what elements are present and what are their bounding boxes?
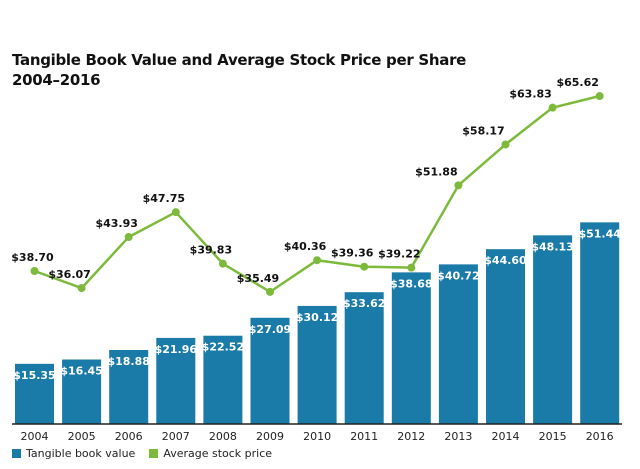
bar-2008 — [203, 335, 243, 424]
stock-label-2009: $35.49 — [237, 272, 279, 285]
stock-point-2004 — [30, 267, 39, 275]
bar-2009 — [250, 317, 290, 424]
stock-point-2006 — [124, 233, 133, 242]
stock-label-2013: $51.88 — [415, 165, 457, 178]
bar-label-2010: $30.12 — [296, 311, 338, 324]
x-tick-label-2011: 2011 — [350, 430, 378, 443]
legend-swatch-book-value — [12, 449, 21, 458]
legend: Tangible book value Average stock price — [12, 447, 286, 460]
x-axis: 2004 2005 2006 2007 2008 2009 2010 2011 2012 2013… — [12, 423, 622, 443]
bar-2004 — [15, 363, 54, 424]
stock-label-2006: $43.93 — [95, 217, 137, 230]
bar-2012 — [391, 272, 431, 424]
legend-item-stock-price: Average stock price — [149, 447, 272, 460]
x-tick-label-2008: 2008 — [209, 430, 237, 443]
bar-label-2014: $44.60 — [484, 254, 527, 267]
bar-label-2008: $22.52 — [202, 341, 244, 354]
bar-2015 — [533, 235, 573, 424]
stock-label-2010: $40.36 — [284, 240, 327, 253]
bar-label-2012: $38.68 — [390, 277, 432, 290]
bar-2011 — [344, 292, 384, 424]
bar-label-2004: $15.35 — [13, 369, 55, 382]
stock-label-2016: $65.62 — [556, 76, 598, 89]
bar-label-2013: $40.72 — [437, 269, 479, 282]
stock-point-2011 — [360, 262, 369, 271]
stock-point-2005 — [77, 284, 86, 293]
bar-2013 — [438, 264, 478, 424]
stock-point-2013 — [454, 181, 463, 190]
legend-label-book-value: Tangible book value — [26, 447, 136, 460]
bar-label-2005: $16.45 — [60, 365, 102, 378]
x-tick-label-2013: 2013 — [444, 430, 472, 443]
x-tick-label-2006: 2006 — [115, 430, 143, 443]
bar-label-2016: $51.44 — [578, 227, 621, 240]
legend-swatch-stock-price — [149, 449, 159, 458]
stock-label-2011: $39.36 — [331, 247, 374, 260]
stock-label-2008: $39.83 — [190, 244, 232, 257]
stock-point-2015 — [548, 103, 557, 112]
stock-point-2012 — [407, 263, 416, 272]
x-tick-label-2005: 2005 — [68, 430, 96, 443]
bar-2005 — [62, 359, 102, 424]
x-tick-label-2012: 2012 — [397, 430, 425, 443]
bar-label-2007: $21.96 — [155, 343, 198, 356]
x-tick-label-2014: 2014 — [492, 430, 520, 443]
bar-2014 — [486, 249, 525, 424]
stock-label-2007: $47.75 — [143, 192, 185, 205]
bar-label-2011: $33.62 — [343, 297, 385, 310]
stock-point-2016 — [595, 92, 604, 101]
stock-label-2012: $39.22 — [378, 248, 420, 261]
bar-2007 — [156, 337, 196, 424]
stock-point-2007 — [171, 208, 180, 217]
bar-label-2009: $27.09 — [249, 323, 291, 336]
line-series: $38.70 $36.07 $43.93 $47.75 $39.83 $35.49 $40.… — [11, 76, 604, 296]
x-tick-label-2015: 2015 — [539, 430, 567, 443]
x-tick-label-2010: 2010 — [303, 430, 331, 443]
stock-point-2010 — [313, 256, 322, 265]
legend-label-stock-price: Average stock price — [163, 447, 273, 460]
bar-label-2015: $48.13 — [531, 240, 573, 253]
bar-series: $15.35 $16.45 $18.88 $21.96 $22.52 $27.09 $30.… — [13, 222, 621, 424]
legend-item-book-value: Tangible book value — [12, 447, 135, 460]
bar-2016 — [580, 222, 620, 424]
stock-point-2008 — [218, 259, 227, 268]
stock-label-2004: $38.70 — [11, 251, 54, 264]
chart-title-main: Tangible Book Value and Average Stock Pr… — [12, 51, 467, 69]
bar-2006 — [109, 349, 149, 424]
x-tick-label-2016: 2016 — [586, 430, 614, 443]
stock-label-2014: $58.17 — [462, 124, 504, 137]
bar-label-2006: $18.88 — [107, 355, 149, 368]
stock-point-2014 — [501, 140, 510, 149]
stock-point-2009 — [266, 287, 274, 296]
chart-subtitle: 2004–2016 — [12, 71, 101, 89]
stock-label-2015: $63.83 — [509, 88, 551, 101]
bar-2010 — [297, 305, 337, 424]
x-tick-label-2004: 2004 — [21, 430, 49, 443]
chart-title: Tangible Book Value and Average Stock Pr… — [12, 50, 466, 90]
x-tick-label-2009: 2009 — [256, 430, 284, 443]
stock-label-2005: $36.07 — [48, 268, 90, 281]
x-tick-label-2007: 2007 — [162, 430, 190, 443]
